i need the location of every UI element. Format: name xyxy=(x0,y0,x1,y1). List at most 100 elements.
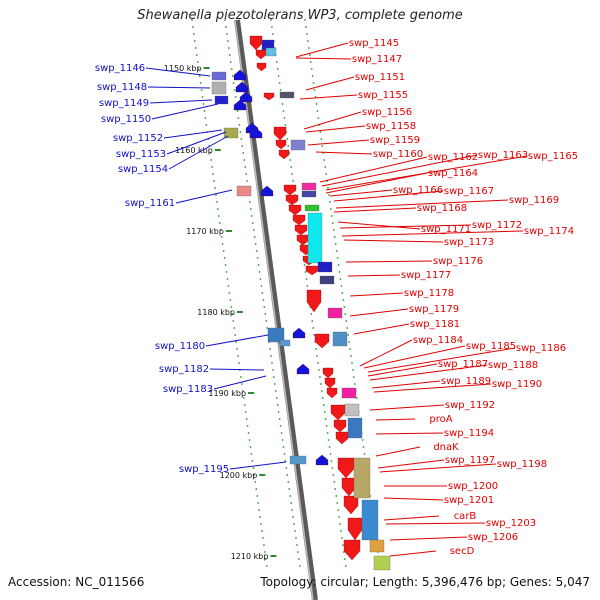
track-dot xyxy=(349,348,351,350)
track-dot xyxy=(296,551,299,553)
track-dot xyxy=(320,390,323,392)
callout-line xyxy=(305,76,355,91)
track-dot xyxy=(328,194,330,196)
track-dot xyxy=(251,460,254,462)
track-dot xyxy=(226,40,229,42)
map-title: Shewanella piezotolerans WP3, complete g… xyxy=(137,8,463,23)
track-dot xyxy=(249,446,252,448)
track-dot xyxy=(200,89,203,91)
scale-label: 1170 kbp xyxy=(186,227,224,236)
track-dot xyxy=(318,369,320,371)
track-dot xyxy=(249,201,251,203)
track-dot xyxy=(345,320,348,322)
right-gene-label: swp_1172 xyxy=(472,220,522,231)
feature-box xyxy=(214,95,229,105)
track-dot xyxy=(253,474,256,476)
callout-line xyxy=(377,459,445,469)
callout-line xyxy=(349,292,404,297)
track-dot xyxy=(251,222,254,224)
track-dot xyxy=(259,278,262,280)
gene-arrow xyxy=(341,477,357,497)
feature-box xyxy=(265,47,277,57)
track-dot xyxy=(324,418,327,420)
callout-line xyxy=(337,221,421,230)
track-dot xyxy=(341,292,344,294)
right-gene-label: swp_1156 xyxy=(362,107,412,118)
track-dot xyxy=(194,47,197,49)
callout-line xyxy=(166,131,227,155)
track-dot xyxy=(319,131,322,133)
gene-arrow xyxy=(249,35,263,51)
gene-arrow xyxy=(324,377,336,389)
track-dot xyxy=(305,278,308,280)
track-dot xyxy=(223,257,226,259)
feature-box xyxy=(317,261,333,273)
track-dot xyxy=(265,320,268,322)
track-dot xyxy=(249,208,252,210)
track-dot xyxy=(340,530,342,532)
track-dot xyxy=(242,397,245,399)
track-dot xyxy=(205,124,208,126)
track-dot xyxy=(329,201,331,203)
track-dot xyxy=(225,271,228,273)
track-dot xyxy=(286,138,289,140)
track-dot xyxy=(275,61,278,63)
track-dot xyxy=(287,481,290,483)
track-dot xyxy=(262,537,264,539)
track-dot xyxy=(342,299,345,301)
track-dot xyxy=(224,19,226,21)
track-dot xyxy=(211,166,214,168)
track-dot xyxy=(297,558,300,560)
callout-line xyxy=(375,432,444,435)
track-dot xyxy=(341,537,343,539)
track-dot xyxy=(331,222,334,224)
track-dot xyxy=(254,481,257,483)
track-dot xyxy=(291,509,294,511)
track-dot xyxy=(224,264,227,266)
track-dot xyxy=(263,306,266,308)
track-dot xyxy=(240,138,243,140)
track-dot xyxy=(332,229,335,231)
gene-arrow xyxy=(285,194,299,206)
feature-box xyxy=(279,91,295,99)
track-dot xyxy=(280,432,283,434)
track-dot xyxy=(270,19,272,21)
track-dot xyxy=(336,502,339,504)
callout-line xyxy=(379,463,497,473)
right-gene-label: swp_1203 xyxy=(486,518,536,529)
track-dot xyxy=(322,404,325,406)
track-dot xyxy=(255,250,258,252)
feature-box xyxy=(307,212,323,264)
gene-arrow xyxy=(249,127,263,139)
track-dot xyxy=(351,362,353,364)
track-dot xyxy=(214,187,216,189)
callout-line xyxy=(303,111,362,130)
right-gene-label: swp_1190 xyxy=(492,379,542,390)
track-dot xyxy=(272,369,274,371)
track-dot xyxy=(296,544,298,546)
gene-arrow xyxy=(233,99,247,111)
track-dot xyxy=(279,425,282,427)
track-dot xyxy=(353,383,356,385)
track-dot xyxy=(266,327,269,329)
track-dot xyxy=(233,327,236,329)
track-dot xyxy=(247,432,250,434)
track-dot xyxy=(254,243,257,245)
gene-arrow xyxy=(296,234,310,246)
track-dot xyxy=(271,362,273,364)
track-dot xyxy=(235,341,238,343)
track-dot xyxy=(215,194,217,196)
track-dot xyxy=(308,54,311,56)
track-dot xyxy=(279,89,282,91)
track-dot xyxy=(237,117,240,119)
track-dot xyxy=(269,348,271,350)
track-dot xyxy=(340,285,343,287)
gene-arrow xyxy=(292,214,306,226)
right-gene-label: swp_1167 xyxy=(444,186,494,197)
track-dot xyxy=(339,278,342,280)
callout-line xyxy=(353,323,410,335)
gene-arrow xyxy=(260,185,274,197)
track-dot xyxy=(315,348,317,350)
track-dot xyxy=(335,495,338,497)
outer-left-track xyxy=(191,19,268,567)
